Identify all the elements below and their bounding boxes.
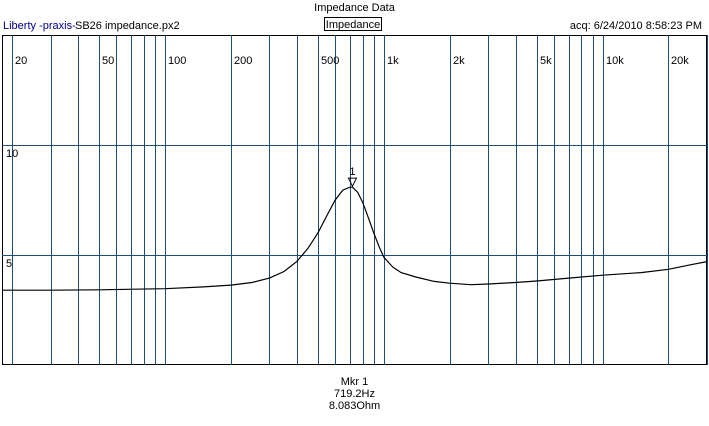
x-tick-label: 1k xyxy=(387,55,399,67)
marker-value: 8.083Ohm xyxy=(328,400,381,412)
x-tick-label: 20 xyxy=(15,55,27,67)
x-tick-label: 100 xyxy=(168,55,186,67)
x-tick-label: 5k xyxy=(540,55,552,67)
x-tick-label: 200 xyxy=(234,55,252,67)
measurement-type-label[interactable]: Impedance xyxy=(324,17,382,31)
marker-number-label: 1 xyxy=(349,166,355,178)
acquisition-timestamp: acq: 6/24/2010 8:58:23 PM xyxy=(569,20,702,32)
major-grid xyxy=(2,145,707,256)
y-tick-label: 10 xyxy=(6,148,18,160)
marker[interactable]: 1 xyxy=(347,166,358,188)
impedance-curve xyxy=(2,186,708,291)
plot-area xyxy=(2,35,707,365)
marker-frequency: 719.2Hz xyxy=(334,388,375,400)
brand-label: Liberty -praxis- xyxy=(3,20,76,32)
impedance-chart[interactable]: 20 50 100 200 500 1k 2k 5k 10k 20k 5 10 1 xyxy=(2,35,708,365)
y-tick-label: 5 xyxy=(6,258,12,270)
x-tick-label: 2k xyxy=(453,55,465,67)
file-name: SB26 impedance.px2 xyxy=(75,20,180,32)
x-tick-label: 50 xyxy=(102,55,114,67)
x-tick-label: 20k xyxy=(671,55,689,67)
marker-readout: Mkr 1 719.2Hz 8.083Ohm xyxy=(0,376,709,412)
series-layer xyxy=(2,186,708,291)
x-tick-label: 10k xyxy=(606,55,624,67)
marker-triangle-icon[interactable] xyxy=(347,177,358,188)
x-tick-label: 500 xyxy=(321,55,339,67)
marker-title: Mkr 1 xyxy=(340,376,369,388)
tick-labels: 20 50 100 200 500 1k 2k 5k 10k 20k 5 10 xyxy=(6,55,689,270)
window-title: Impedance Data xyxy=(314,2,395,14)
